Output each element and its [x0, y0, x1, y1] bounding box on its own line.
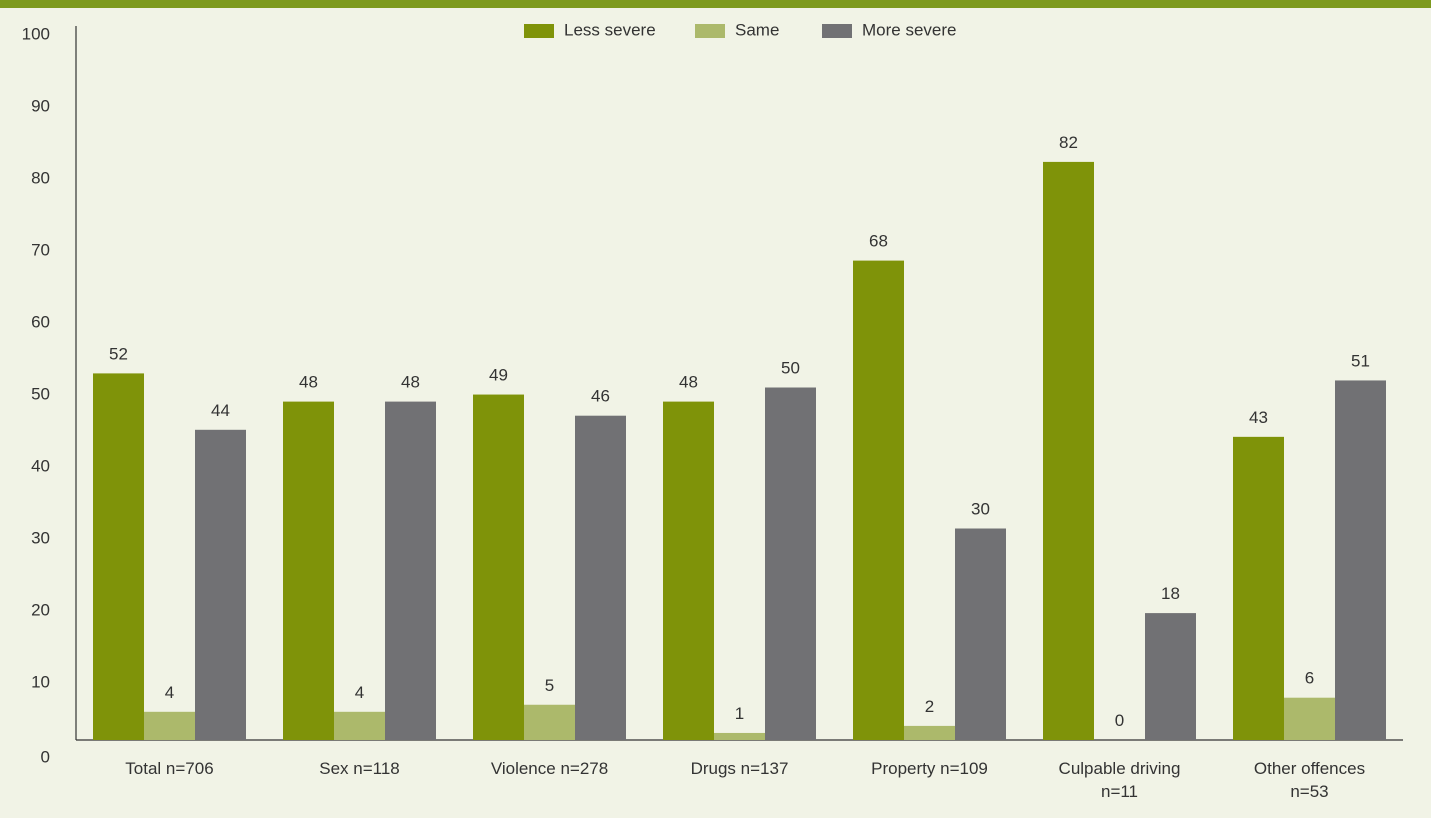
x-tick-label: Property n=109: [871, 759, 988, 778]
bar-less-severe: [473, 394, 524, 740]
data-label: 52: [109, 344, 128, 363]
legend-swatch: [695, 24, 725, 38]
bar-less-severe: [663, 401, 714, 740]
bar-same: [144, 711, 195, 740]
data-label: 44: [211, 401, 230, 420]
y-tick-label: 90: [31, 96, 50, 115]
data-label: 6: [1305, 669, 1314, 688]
data-label: 49: [489, 366, 508, 385]
y-tick-label: 80: [31, 168, 50, 187]
y-tick-label: 70: [31, 240, 50, 259]
y-tick-label: 20: [31, 600, 50, 619]
bar-less-severe: [283, 401, 334, 740]
bar-more-severe: [955, 528, 1006, 740]
bar-more-severe: [195, 429, 246, 740]
bar-more-severe: [765, 387, 816, 740]
legend-swatch: [524, 24, 554, 38]
data-label: 50: [781, 359, 800, 378]
data-label: 2: [925, 697, 934, 716]
data-label: 18: [1161, 584, 1180, 603]
bar-less-severe: [853, 260, 904, 740]
legend-label: Same: [735, 20, 779, 39]
data-label: 48: [401, 373, 420, 392]
x-tick-label: n=53: [1290, 782, 1328, 801]
bar-more-severe: [1335, 380, 1386, 740]
header-band: [0, 0, 1431, 8]
bar-less-severe: [93, 373, 144, 740]
data-label: 0: [1115, 711, 1124, 730]
data-label: 46: [591, 387, 610, 406]
data-label: 43: [1249, 408, 1268, 427]
bar-more-severe: [575, 415, 626, 740]
bar-more-severe: [385, 401, 436, 740]
x-tick-label: Total n=706: [125, 759, 213, 778]
x-tick-label: Violence n=278: [491, 759, 608, 778]
data-label: 82: [1059, 133, 1078, 152]
legend-swatch: [822, 24, 852, 38]
data-label: 48: [299, 373, 318, 392]
y-tick-label: 10: [31, 672, 50, 691]
x-tick-label: Drugs n=137: [691, 759, 789, 778]
bar-same: [524, 704, 575, 740]
x-tick-label: n=11: [1101, 782, 1138, 801]
bar-same: [1284, 697, 1335, 740]
data-label: 4: [165, 683, 174, 702]
legend-label: Less severe: [564, 20, 656, 39]
y-tick-label: 0: [41, 747, 50, 766]
data-label: 68: [869, 232, 888, 251]
bar-less-severe: [1043, 161, 1094, 740]
y-tick-label: 30: [31, 528, 50, 547]
x-tick-label: Sex n=118: [319, 759, 400, 778]
data-label: 51: [1351, 351, 1370, 370]
bar-same: [714, 732, 765, 740]
data-label: 48: [679, 373, 698, 392]
bar-more-severe: [1145, 613, 1196, 740]
x-tick-label: Other offences: [1254, 759, 1365, 778]
data-label: 5: [545, 676, 554, 695]
x-tick-label: Culpable driving: [1059, 759, 1181, 778]
y-tick-label: 60: [31, 312, 50, 331]
data-label: 30: [971, 500, 990, 519]
data-label: 1: [735, 704, 744, 723]
legend-label: More severe: [862, 20, 956, 39]
y-tick-label: 50: [31, 384, 50, 403]
y-tick-label: 40: [31, 456, 50, 475]
bar-same: [334, 711, 385, 740]
bar-less-severe: [1233, 436, 1284, 740]
y-tick-label: 100: [22, 24, 50, 43]
bar-same: [904, 725, 955, 740]
data-label: 4: [355, 683, 364, 702]
